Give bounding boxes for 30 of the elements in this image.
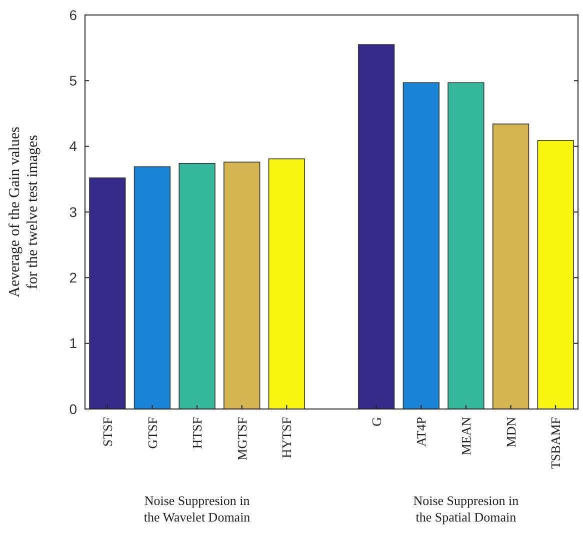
bar xyxy=(224,162,260,410)
bar xyxy=(134,166,171,410)
x-tick-label: HTSF xyxy=(190,417,205,449)
y-tick-label: 4 xyxy=(69,138,78,154)
x-tick-label: HYTSF xyxy=(279,417,294,458)
y-tick-label: 2 xyxy=(69,270,78,286)
bar xyxy=(402,82,440,410)
bar xyxy=(537,140,574,410)
y-tick-label: 0 xyxy=(69,400,78,417)
text: Noise Suppresion in the Wavelet Domain xyxy=(144,493,251,524)
y-tick-label: 5 xyxy=(69,72,78,89)
x-tick-label: STSF xyxy=(100,417,115,447)
bar xyxy=(178,163,216,410)
x-tick-label: GTSF xyxy=(144,417,160,449)
y-tick-label: 6 xyxy=(69,6,78,23)
x-tick-label: G xyxy=(368,417,384,426)
bar xyxy=(268,158,306,410)
x-tick-label: TSBAMF xyxy=(548,417,564,470)
bar xyxy=(492,124,530,410)
bar xyxy=(448,82,484,410)
bar xyxy=(89,177,126,410)
text: Noise Suppresion in the Spatial Domain xyxy=(413,493,520,524)
x-tick-label: AT4P xyxy=(414,417,429,447)
x-tick-label: MEAN xyxy=(458,416,474,456)
x-tick-label: MGTSF xyxy=(234,417,250,460)
bar xyxy=(358,44,395,410)
x-tick-label: MDN xyxy=(503,416,518,448)
y-tick-label: 3 xyxy=(69,204,78,220)
y-axis-title: Aeverage of the Gain values for the twelve test images xyxy=(7,126,41,298)
y-tick-label: 1 xyxy=(69,335,78,352)
